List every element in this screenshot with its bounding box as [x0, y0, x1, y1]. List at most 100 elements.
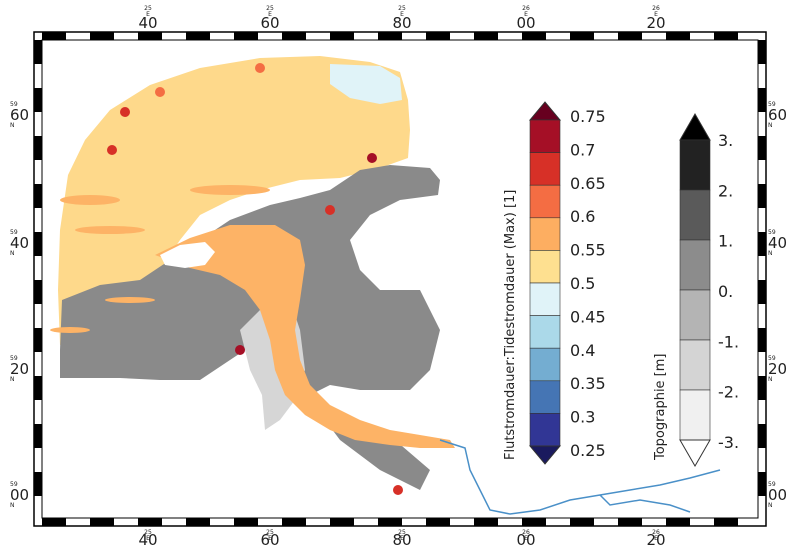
topography-colorbar: Topographie [m] 3. 2. 1. 0. -1. -2. -3. — [653, 112, 739, 468]
topo-under-triangle — [679, 439, 711, 468]
sandbank — [50, 327, 90, 333]
topo-color-box — [679, 389, 711, 441]
max-ratio-hotspots — [107, 63, 403, 495]
ratio-level-label: 0.6 — [570, 207, 595, 226]
lon-tick-minor: 25 — [398, 5, 406, 12]
hotspot — [325, 205, 335, 215]
river-line — [439, 439, 721, 515]
lon-tick-minor: 26 — [652, 5, 660, 12]
sandbank — [190, 185, 270, 195]
sandbanks — [50, 185, 270, 333]
lon-tick-suffix: E — [654, 11, 658, 18]
lon-tick-suffix: E — [146, 11, 150, 18]
lon-tick-minor: 26 — [522, 529, 530, 536]
hotspot — [107, 145, 117, 155]
lon-tick-suffix: E — [268, 11, 272, 18]
lon-tick-major: 00 — [516, 531, 535, 549]
lon-tick-major: 80 — [392, 531, 411, 549]
lon-tick-major: 20 — [646, 531, 665, 549]
lon-tick-suffix: E — [654, 535, 658, 542]
sandbank — [60, 195, 120, 205]
ratio-level-label: 0.35 — [570, 374, 606, 393]
lat-tick-suffix: N — [768, 250, 773, 257]
lat-tick-minor: 59 — [10, 481, 18, 488]
topo-color-box — [679, 239, 711, 291]
map-content — [50, 56, 721, 515]
estuary-channel — [155, 225, 455, 448]
lon-tick-suffix: E — [268, 535, 272, 542]
sea-area — [58, 56, 410, 345]
lon-tick-minor: 25 — [398, 529, 406, 536]
ratio-color-box — [529, 152, 561, 186]
topo-level-label: 1. — [718, 232, 733, 251]
ratio-color-box — [529, 119, 561, 153]
lat-tick-suffix: N — [10, 376, 15, 383]
lon-tick-suffix: E — [524, 11, 528, 18]
ratio-color-box — [529, 413, 561, 447]
lon-tick-major: 80 — [392, 14, 411, 32]
lat-tick-major: 60 — [10, 106, 29, 124]
lon-tick-major: 20 — [646, 14, 665, 32]
lat-tick-major: 20 — [10, 360, 29, 378]
lat-tick-suffix: N — [768, 502, 773, 509]
lat-tick-major: 00 — [10, 486, 29, 504]
ratio-colorbar: Flutstromdauer:Tidestromdauer (Max) [1] … — [503, 101, 606, 465]
topo-over-triangle — [679, 112, 711, 141]
ratio-level-label: 0.3 — [570, 408, 595, 427]
topo-color-box — [679, 339, 711, 391]
hotspot — [367, 153, 377, 163]
ratio-level-label: 0.55 — [570, 241, 606, 260]
lon-tick-minor: 25 — [144, 529, 152, 536]
ratio-over-triangle — [528, 101, 562, 121]
ratio-level-label: 0.7 — [570, 140, 595, 159]
lon-tick-minor: 25 — [266, 5, 274, 12]
ratio-color-box — [529, 282, 561, 316]
hotspot — [393, 485, 403, 495]
topo-level-label: 0. — [718, 282, 733, 301]
lon-tick-major: 40 — [138, 14, 157, 32]
topo-level-label: -1. — [718, 332, 739, 351]
topo-level-label: -3. — [718, 433, 739, 452]
ratio-color-box — [529, 217, 561, 251]
ratio-colorbar-title: Flutstromdauer:Tidestromdauer (Max) [1] — [503, 190, 518, 460]
lat-tick-major: 40 — [10, 234, 29, 252]
topo-level-label: 2. — [718, 181, 733, 200]
topo-level-label: -2. — [718, 383, 739, 402]
ratio-color-box — [529, 250, 561, 284]
ratio-level-label: 0.25 — [570, 441, 606, 460]
lat-tick-major: 60 — [768, 106, 787, 124]
ratio-under-triangle — [528, 445, 562, 465]
sandbank — [75, 226, 145, 234]
lat-tick-minor: 59 — [768, 355, 776, 362]
lon-tick-major: 00 — [516, 14, 535, 32]
topography-colorbar-title: Topographie [m] — [653, 354, 668, 462]
lon-tick-minor: 25 — [266, 529, 274, 536]
lon-tick-suffix: E — [524, 535, 528, 542]
lat-tick-suffix: N — [10, 122, 15, 129]
lon-tick-major: 40 — [138, 531, 157, 549]
lon-tick-minor: 25 — [144, 5, 152, 12]
lon-tick-minor: 26 — [522, 5, 530, 12]
topo-color-box — [679, 139, 711, 191]
lon-tick-suffix: E — [400, 11, 404, 18]
river-branch — [599, 494, 691, 513]
lat-tick-major: 20 — [768, 360, 787, 378]
topo-level-label: 3. — [718, 131, 733, 150]
hotspot — [255, 63, 265, 73]
topo-color-box — [679, 189, 711, 241]
lat-tick-minor: 59 — [768, 229, 776, 236]
lat-tick-major: 00 — [768, 486, 787, 504]
map-frame — [33, 31, 767, 527]
ratio-level-label: 0.65 — [570, 174, 606, 193]
lat-tick-minor: 59 — [10, 355, 18, 362]
ratio-color-box — [529, 315, 561, 349]
ratio-level-label: 0.5 — [570, 274, 595, 293]
sandbank — [105, 297, 155, 303]
lat-tick-suffix: N — [768, 122, 773, 129]
hotspot — [155, 87, 165, 97]
ratio-color-box — [529, 184, 561, 219]
shallow-patch — [330, 64, 402, 104]
hotspot — [235, 345, 245, 355]
